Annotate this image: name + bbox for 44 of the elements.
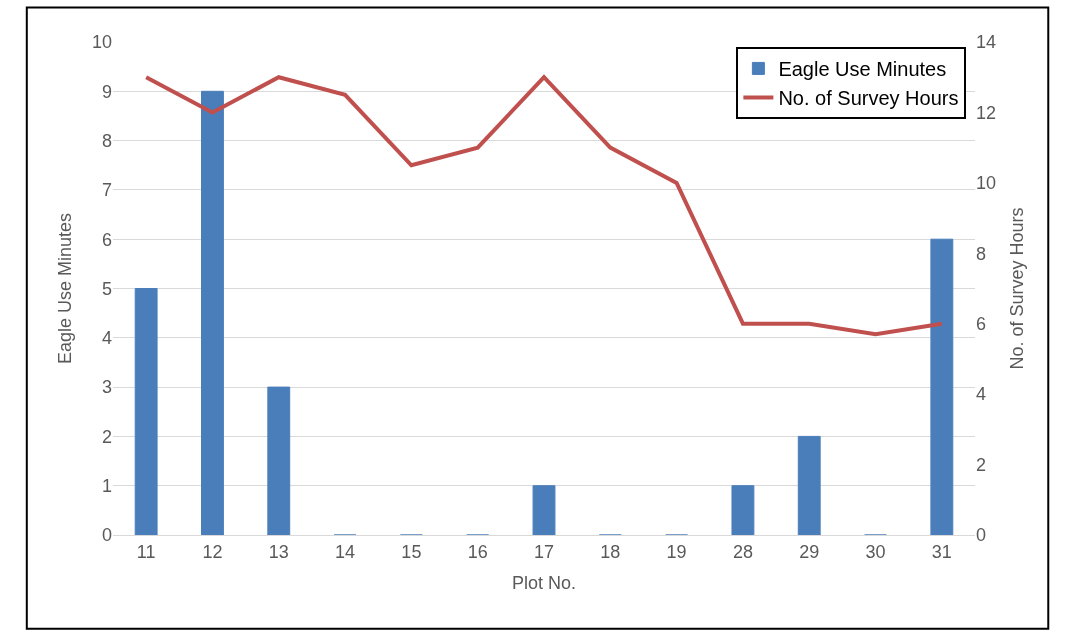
y2-tick-label: 8	[976, 243, 987, 264]
x-tick-label: 28	[732, 541, 753, 562]
x-tick-label: 11	[136, 541, 156, 562]
x-tick-label: 30	[865, 541, 886, 562]
x-tick-label: 15	[401, 541, 422, 562]
y-tick-label: 7	[101, 180, 112, 201]
y2-axis-title: No. of Survey Hours	[1007, 207, 1028, 370]
y-tick-label: 5	[101, 278, 112, 299]
x-axis-title: Plot No.	[511, 572, 577, 593]
y-axis-title: Eagle Use Minutes	[55, 212, 76, 365]
bar	[930, 238, 954, 535]
legend-label: No. of Survey Hours	[778, 87, 959, 110]
x-tick-label: 29	[799, 541, 820, 562]
y-tick-label: 2	[101, 426, 112, 447]
y2-tick-label: 14	[976, 32, 997, 53]
x-tick-label: 14	[335, 541, 356, 562]
legend-label: Eagle Use Minutes	[778, 58, 947, 81]
y-tick-label: 4	[101, 328, 112, 349]
y-tick-label: 9	[101, 81, 112, 102]
x-tick-label: 18	[600, 541, 621, 562]
y2-tick-label: 2	[976, 454, 987, 475]
bar	[134, 288, 158, 535]
x-tick-label: 12	[202, 541, 223, 562]
bar	[532, 485, 556, 535]
bar	[731, 485, 755, 535]
x-tick-label: 19	[666, 541, 687, 562]
y2-tick-label: 0	[976, 525, 987, 546]
y-tick-label: 8	[101, 130, 112, 151]
y-tick-label: 10	[91, 32, 112, 53]
x-tick-label: 31	[931, 541, 952, 562]
bar	[267, 386, 291, 535]
bar	[201, 90, 224, 535]
x-tick-label: 17	[533, 541, 555, 562]
y2-tick-label: 4	[976, 384, 987, 405]
y-tick-label: 6	[101, 229, 112, 250]
y-tick-label: 3	[101, 377, 112, 398]
y2-tick-label: 10	[976, 173, 997, 194]
x-tick-label: 16	[467, 541, 488, 562]
y2-tick-label: 6	[976, 314, 987, 335]
y-tick-label: 0	[101, 525, 112, 546]
y-tick-label: 1	[101, 476, 112, 496]
y2-tick-label: 12	[976, 102, 997, 123]
bar	[797, 435, 821, 535]
x-tick-label: 13	[268, 541, 289, 562]
